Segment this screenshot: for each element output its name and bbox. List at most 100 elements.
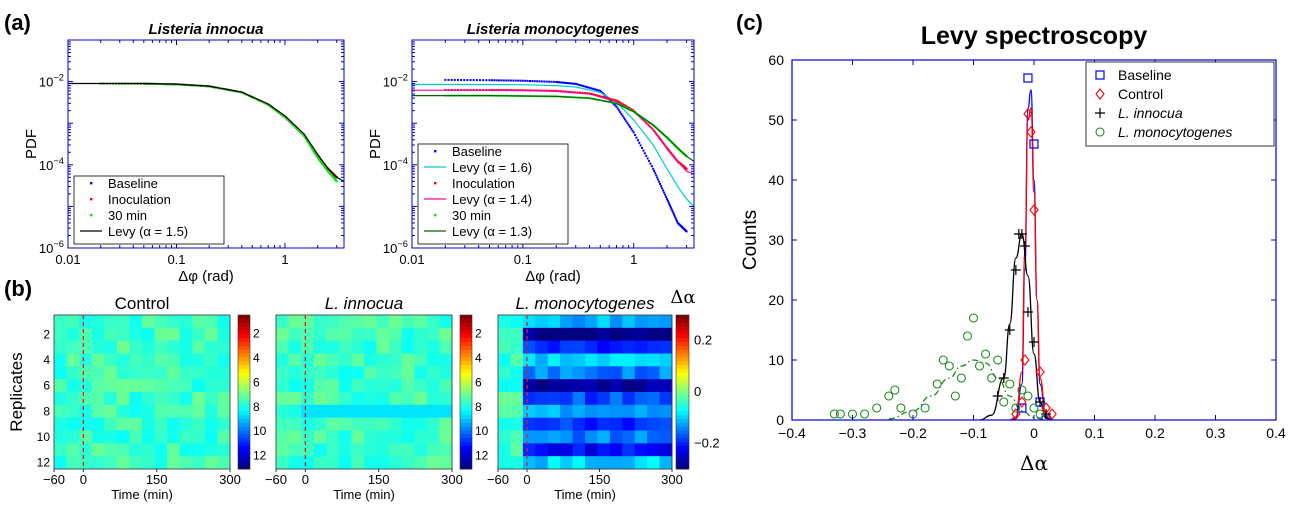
heatmap-cell — [647, 404, 660, 419]
heatmap-cell — [597, 353, 611, 367]
colorbar-value-label: 0.2 — [694, 333, 712, 348]
colorbar-segment — [676, 395, 689, 401]
data-point — [545, 80, 548, 83]
heatmap-cell — [535, 366, 549, 380]
data-point — [646, 157, 649, 160]
data-point — [993, 355, 1003, 365]
heatmap-cell — [389, 430, 403, 444]
colorbar-segment — [238, 453, 250, 458]
heatmap-cell — [585, 443, 598, 457]
colorbar-segment — [676, 461, 689, 466]
data-point — [290, 122, 293, 125]
heatmap-cell — [522, 456, 536, 470]
data-point — [661, 187, 664, 190]
heatmap-cell — [585, 315, 598, 329]
data-point — [950, 391, 960, 401]
series-group — [829, 73, 1057, 420]
data-point — [630, 108, 633, 111]
data-point — [281, 114, 284, 117]
data-point — [613, 99, 616, 102]
data-point — [298, 130, 301, 133]
heatmap-cell — [54, 456, 67, 470]
heatmap-cell — [326, 430, 340, 444]
heatmap-cell — [647, 392, 660, 406]
colorbar-tick-label: 12 — [475, 449, 489, 463]
data-point — [603, 96, 606, 99]
data-point — [507, 79, 510, 82]
heatmap-cell — [414, 430, 428, 444]
heatmap-cell — [351, 404, 365, 419]
data-point — [517, 79, 520, 82]
heatmap-cell — [426, 379, 440, 393]
heatmap-cell — [116, 443, 130, 457]
fit-curve — [1009, 89, 1053, 420]
colorbar-segment — [676, 326, 689, 331]
x-tick-label: 0.4 — [1266, 425, 1286, 441]
heatmap-cell — [622, 456, 636, 470]
heatmap-cell — [301, 392, 315, 406]
heatmap-cell — [389, 353, 403, 367]
data-point — [657, 178, 660, 181]
heatmap-cell — [426, 392, 440, 406]
data-point — [884, 391, 894, 401]
data-point — [626, 106, 629, 109]
colorbar-segment — [676, 403, 689, 408]
data-point — [645, 154, 648, 157]
x-tick-label: −0.2 — [899, 425, 927, 441]
heatmap-cell — [179, 417, 193, 431]
colorbar-segment — [238, 415, 250, 420]
heatmap-cell — [204, 366, 218, 380]
heatmap-cell — [426, 366, 440, 380]
data-point — [665, 195, 668, 198]
heatmap-cell — [313, 456, 327, 470]
colorbar-segment — [460, 392, 472, 397]
data-point — [624, 104, 627, 107]
data-point — [998, 373, 1009, 383]
heatmap-cell — [535, 456, 549, 470]
colorbar-segment — [676, 376, 689, 381]
data-point — [566, 82, 569, 85]
fit-curve — [979, 233, 1053, 420]
data-point — [956, 373, 966, 383]
heatmap-cell — [351, 366, 365, 380]
heatmap-cell — [66, 340, 80, 354]
heatmap-cell — [301, 456, 315, 470]
heatmap-cell — [376, 417, 390, 431]
heatmap-cell — [204, 392, 218, 406]
heatmap-cell — [364, 417, 377, 431]
data-point — [573, 82, 576, 85]
legend-label: Levy (α = 1.3) — [452, 224, 532, 239]
x-axis-label: Δφ (rad) — [525, 268, 581, 285]
heatmap-cell — [585, 404, 598, 419]
colorbar-segment — [676, 449, 689, 455]
heatmap-cell — [104, 417, 118, 431]
heatmap-cell — [104, 353, 118, 367]
heatmap-cell — [572, 353, 586, 367]
heatmap-cell — [288, 404, 302, 419]
heatmap-cell — [154, 340, 168, 354]
heatmap-cell — [54, 327, 67, 342]
colorbar-tick-label: 4 — [475, 351, 482, 365]
colorbar-segment — [238, 403, 250, 408]
heatmap-cell — [276, 353, 289, 367]
colorbar-frame — [237, 314, 251, 470]
heatmap-cell — [622, 430, 636, 444]
heatmap-cell — [414, 366, 428, 380]
heatmap-cell — [91, 417, 105, 431]
heatmap-cell — [338, 340, 352, 354]
heatmap-cell — [535, 315, 549, 329]
heatmap-cell — [597, 340, 611, 354]
heatmap-cell — [364, 392, 377, 406]
data-point — [938, 355, 948, 365]
heatmap-cell — [510, 430, 524, 444]
heatmap-cell — [634, 430, 648, 444]
data-point — [614, 104, 617, 107]
heatmap-cell — [167, 327, 181, 342]
heatmap-cell — [376, 443, 390, 457]
data-point — [615, 105, 618, 108]
x-tick-label: −60 — [43, 472, 65, 487]
heatmap-cell — [522, 417, 536, 431]
colorbar-segment — [238, 418, 250, 424]
heatmap-cell — [326, 404, 340, 419]
